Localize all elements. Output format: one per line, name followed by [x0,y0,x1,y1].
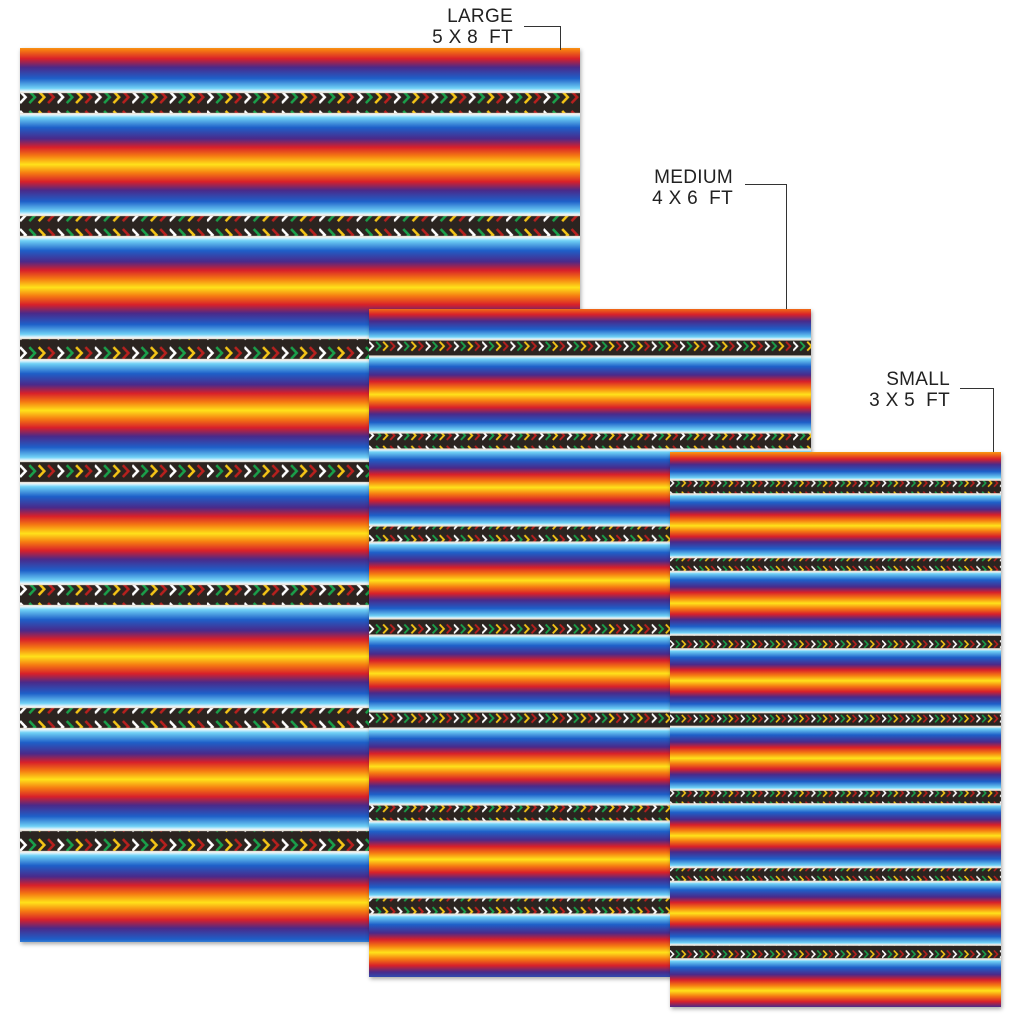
chevron-band [670,790,1001,804]
leader-line [960,388,993,389]
size-name: SMALL [886,369,950,390]
chevron-band [670,635,1001,649]
chevron-band [670,558,1001,571]
chevron-band [20,93,580,113]
size-name: MEDIUM [654,167,733,188]
rug-small [670,452,1001,1007]
leader-line [786,184,787,309]
chevron-band [670,945,1001,959]
chevron-band [670,868,1001,881]
size-label-medium: MEDIUM 4 X 6 FT [652,167,733,209]
chevron-band [670,713,1001,726]
size-label-large: LARGE 5 X 8 FT [432,6,513,48]
leader-line [524,26,560,27]
size-dimensions: 3 X 5 FT [869,390,950,411]
leader-line [560,26,561,50]
size-name: LARGE [447,6,513,27]
size-dimensions: 4 X 6 FT [652,188,733,209]
rug-artwork [670,452,1001,1007]
size-label-small: SMALL 3 X 5 FT [869,369,950,411]
leader-line [745,184,786,185]
chevron-band [369,340,811,356]
size-dimensions: 5 X 8 FT [432,27,513,48]
chevron-band [670,480,1001,494]
stripe-field [670,452,1001,1007]
leader-line [993,388,994,452]
chevron-band [20,216,580,236]
chevron-band [369,433,811,449]
